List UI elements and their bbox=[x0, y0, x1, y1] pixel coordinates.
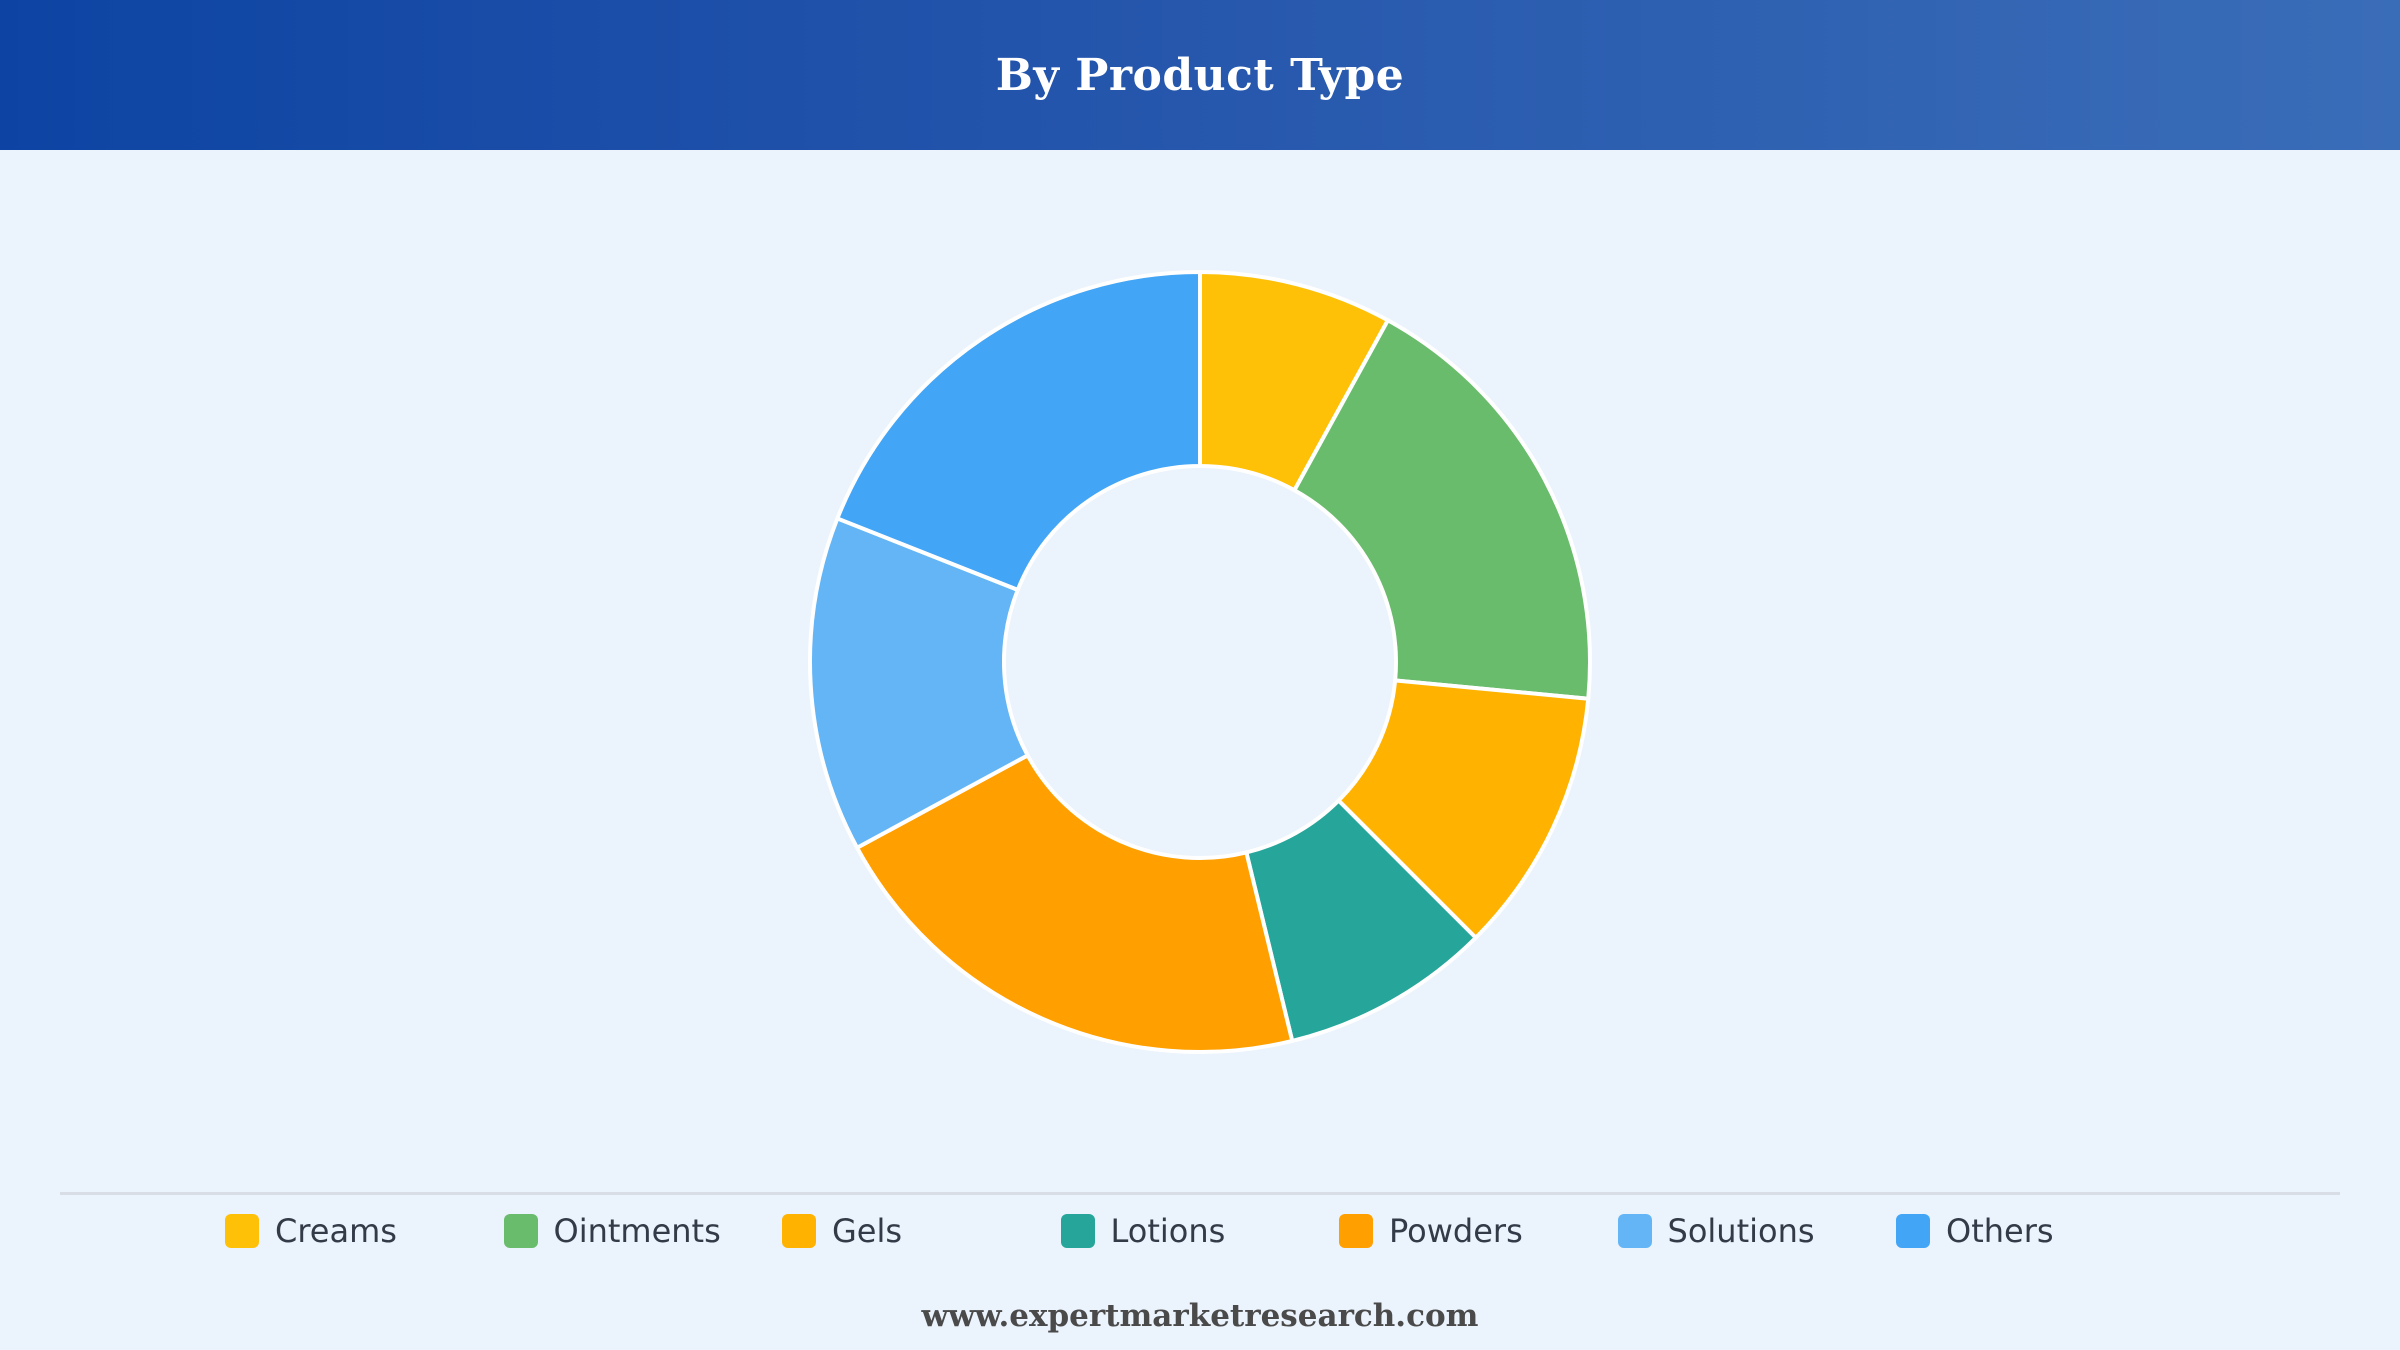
legend-label: Gels bbox=[832, 1212, 903, 1250]
chart-title: By Product Type bbox=[995, 49, 1405, 101]
legend-label: Creams bbox=[275, 1212, 397, 1250]
slice-others bbox=[835, 270, 1202, 592]
slice-powders bbox=[855, 753, 1295, 1054]
footer: www.expertmarketresearch.com bbox=[0, 1298, 2400, 1344]
legend-item-creams: Creams bbox=[225, 1208, 397, 1254]
legend-label: Others bbox=[1946, 1212, 2054, 1250]
legend-label: Powders bbox=[1389, 1212, 1523, 1250]
slice-gels bbox=[1336, 678, 1591, 940]
legend-swatch bbox=[1339, 1214, 1373, 1248]
slice-solutions bbox=[808, 516, 1030, 850]
legend-item-powders: Powders bbox=[1339, 1208, 1523, 1254]
legend-label: Ointments bbox=[553, 1212, 721, 1250]
legend-swatch bbox=[503, 1214, 538, 1248]
legend-label: Solutions bbox=[1667, 1212, 1815, 1250]
chart-legend: Creams Ointments Gels Lotions Powders Solutio… bbox=[0, 1208, 2400, 1254]
legend-item-others: Others bbox=[1896, 1208, 2054, 1254]
legend-swatch bbox=[1896, 1214, 1930, 1248]
legend-divider bbox=[60, 1192, 2340, 1195]
legend-swatch bbox=[1060, 1214, 1095, 1248]
legend-item-solutions: Solutions bbox=[1617, 1208, 1815, 1254]
source-url: www.expertmarketresearch.com bbox=[921, 1298, 1479, 1334]
legend-swatch bbox=[782, 1214, 816, 1248]
legend-item-gels: Gels bbox=[782, 1208, 902, 1254]
donut-chart bbox=[808, 270, 1592, 1054]
legend-item-lotions: Lotions bbox=[1060, 1208, 1226, 1254]
legend-item-ointments: Ointments bbox=[503, 1208, 721, 1254]
legend-label: Lotions bbox=[1110, 1212, 1226, 1250]
header-banner: By Product Type bbox=[0, 0, 2400, 150]
legend-swatch bbox=[225, 1214, 259, 1248]
donut-slices bbox=[808, 270, 1592, 1054]
legend-swatch bbox=[1617, 1214, 1652, 1248]
slice-ointments bbox=[1292, 318, 1592, 701]
